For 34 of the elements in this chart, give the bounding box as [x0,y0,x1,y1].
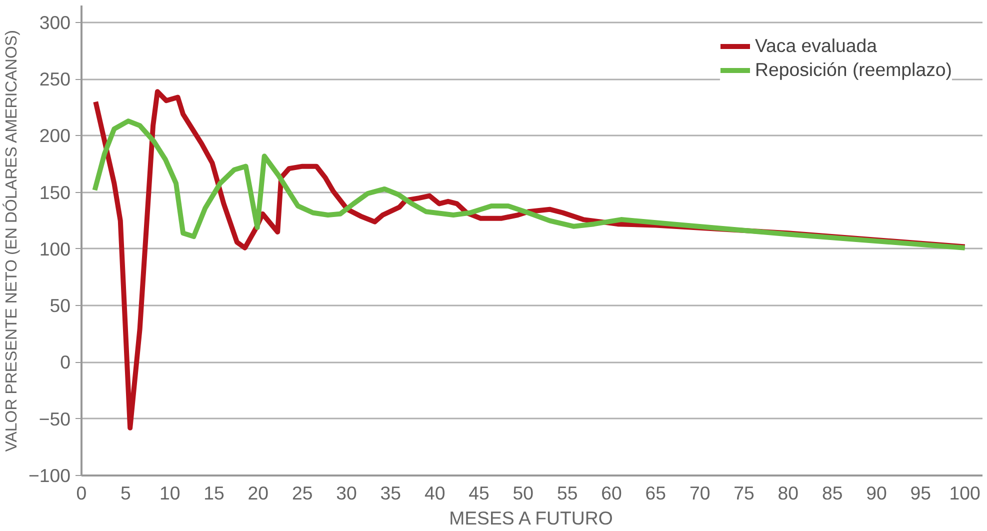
x-tick-label: 55 [556,482,578,504]
x-tick-label: 90 [866,482,887,504]
y-tick-label: 200 [39,125,71,146]
x-tick-label: 40 [424,482,446,504]
x-tick-label: 100 [949,482,980,504]
x-tick-label: 35 [380,482,402,504]
legend-label: Vaca evaluada [754,35,878,57]
y-tick-label: 300 [39,12,71,33]
x-tick-label: 0 [76,482,87,504]
y-tick-label: −50 [38,408,71,430]
x-tick-label: 25 [292,482,313,504]
y-tick-label: 250 [39,68,71,90]
x-tick-label: 10 [159,482,180,504]
x-tick-label: 50 [512,482,534,504]
y-tick-label: 50 [50,295,71,316]
x-tick-label: 30 [336,482,357,504]
x-tick-label: 75 [734,482,754,504]
x-tick-label: 60 [601,482,622,504]
x-tick-label: 45 [468,482,490,504]
y-axis-title: VALOR PRESENTE NETO (EN DÓLARES AMERICANOS) [2,30,20,452]
x-tick-label: 15 [204,482,224,504]
x-tick-label: 95 [910,482,932,504]
y-tick-label: 0 [60,352,71,373]
legend-label: Reposición (reemplazo) [754,59,952,81]
y-tick-label: 150 [39,182,71,203]
y-tick-label: 100 [39,238,71,260]
x-axis-title: MESES A FUTURO [449,508,613,528]
x-tick-label: 70 [689,482,710,504]
x-tick-label: 80 [778,482,799,504]
x-tick-label: 65 [645,482,666,504]
y-tick-label: −100 [28,465,71,486]
x-tick-label: 20 [248,482,269,504]
x-tick-label: 5 [120,482,131,504]
x-tick-label: 85 [822,482,843,504]
